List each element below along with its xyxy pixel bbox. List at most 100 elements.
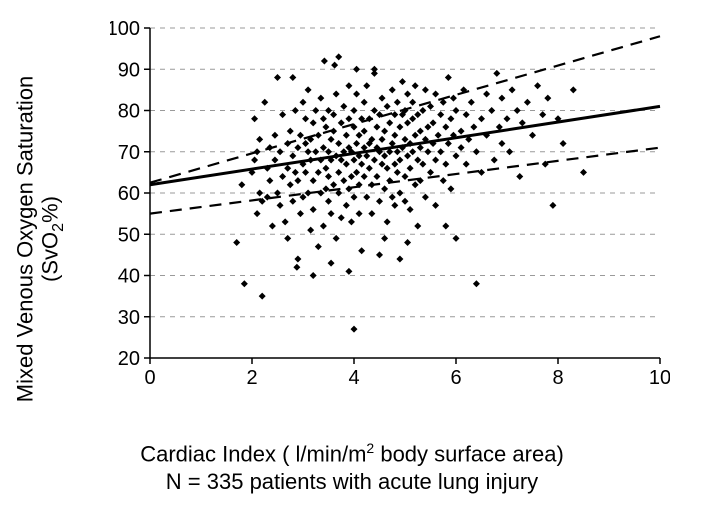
- data-point: [292, 169, 299, 176]
- data-point: [409, 99, 416, 106]
- ytick-label: 60: [118, 183, 140, 205]
- data-point: [277, 148, 284, 155]
- data-point: [424, 124, 431, 131]
- data-point: [358, 161, 365, 168]
- data-point: [335, 53, 342, 60]
- data-point: [289, 152, 296, 159]
- data-point: [379, 95, 386, 102]
- data-point: [412, 132, 419, 139]
- data-point: [389, 86, 396, 93]
- data-point: [381, 128, 388, 135]
- data-point: [315, 132, 322, 139]
- data-point: [391, 202, 398, 209]
- data-point: [353, 66, 360, 73]
- data-point: [284, 235, 291, 242]
- data-point: [287, 128, 294, 135]
- data-point: [384, 165, 391, 172]
- data-point: [259, 293, 266, 300]
- data-point: [345, 185, 352, 192]
- data-point: [371, 70, 378, 77]
- data-point: [379, 136, 386, 143]
- data-point: [473, 280, 480, 287]
- ytick-label: 100: [110, 18, 140, 40]
- plot-area: 20304050607080901000246810: [110, 18, 670, 398]
- data-point: [409, 148, 416, 155]
- data-point: [394, 169, 401, 176]
- xtick-label: 8: [552, 367, 563, 389]
- data-point: [463, 111, 470, 118]
- data-point: [373, 124, 380, 131]
- data-point: [333, 91, 340, 98]
- data-point: [251, 115, 258, 122]
- data-point: [297, 132, 304, 139]
- data-point: [320, 223, 327, 230]
- data-point: [351, 326, 358, 333]
- data-point: [483, 91, 490, 98]
- data-point: [307, 227, 314, 234]
- ylabel-line2-post: %): [38, 196, 63, 223]
- data-point: [427, 169, 434, 176]
- data-point: [233, 239, 240, 246]
- data-point: [432, 202, 439, 209]
- data-point: [404, 152, 411, 159]
- ylabel-sub: 2: [50, 222, 67, 231]
- xtick-label: 10: [649, 367, 670, 389]
- data-point: [412, 181, 419, 188]
- data-point: [445, 140, 452, 147]
- data-point: [453, 152, 460, 159]
- xlabel-line1-end: body surface area): [374, 441, 564, 466]
- data-point: [407, 206, 414, 213]
- xtick-label: 0: [144, 367, 155, 389]
- data-point: [322, 165, 329, 172]
- data-point: [284, 140, 291, 147]
- data-point: [396, 124, 403, 131]
- data-point: [330, 181, 337, 188]
- plot-svg: 20304050607080901000246810: [110, 18, 670, 398]
- data-point: [361, 173, 368, 180]
- data-point: [580, 169, 587, 176]
- data-point: [391, 161, 398, 168]
- data-point: [356, 210, 363, 217]
- data-point: [361, 99, 368, 106]
- data-point: [394, 148, 401, 155]
- data-point: [256, 190, 263, 197]
- data-point: [333, 152, 340, 159]
- data-point: [325, 148, 332, 155]
- data-point: [453, 235, 460, 242]
- data-point: [437, 148, 444, 155]
- data-point: [417, 144, 424, 151]
- data-point: [238, 181, 245, 188]
- data-point: [325, 107, 332, 114]
- data-point: [463, 161, 470, 168]
- data-point: [399, 78, 406, 85]
- data-point: [478, 115, 485, 122]
- data-point: [343, 132, 350, 139]
- ylabel-line1: Mixed Venous Oxygen Saturation: [13, 75, 38, 402]
- ytick-label: 40: [118, 266, 140, 288]
- data-point: [279, 111, 286, 118]
- data-point: [419, 107, 426, 114]
- data-point: [333, 235, 340, 242]
- xlabel-line2: N = 335 patients with acute lung injury: [166, 469, 538, 494]
- data-point: [322, 185, 329, 192]
- data-point: [345, 82, 352, 89]
- x-axis-label: Cardiac Index ( l/min/m2 body surface ar…: [0, 440, 704, 495]
- ylabel-line2-pre: (SvO: [38, 231, 63, 281]
- data-point: [331, 62, 338, 69]
- data-point: [254, 148, 261, 155]
- data-point: [424, 148, 431, 155]
- data-point: [407, 165, 414, 172]
- data-point: [269, 223, 276, 230]
- data-point: [376, 198, 383, 205]
- data-point: [539, 111, 546, 118]
- data-point: [470, 124, 477, 131]
- data-point: [402, 136, 409, 143]
- data-point: [338, 157, 345, 164]
- data-point: [353, 169, 360, 176]
- data-point: [419, 161, 426, 168]
- data-point: [358, 247, 365, 254]
- data-point: [345, 268, 352, 275]
- data-point: [447, 115, 454, 122]
- data-point: [404, 239, 411, 246]
- data-point: [570, 86, 577, 93]
